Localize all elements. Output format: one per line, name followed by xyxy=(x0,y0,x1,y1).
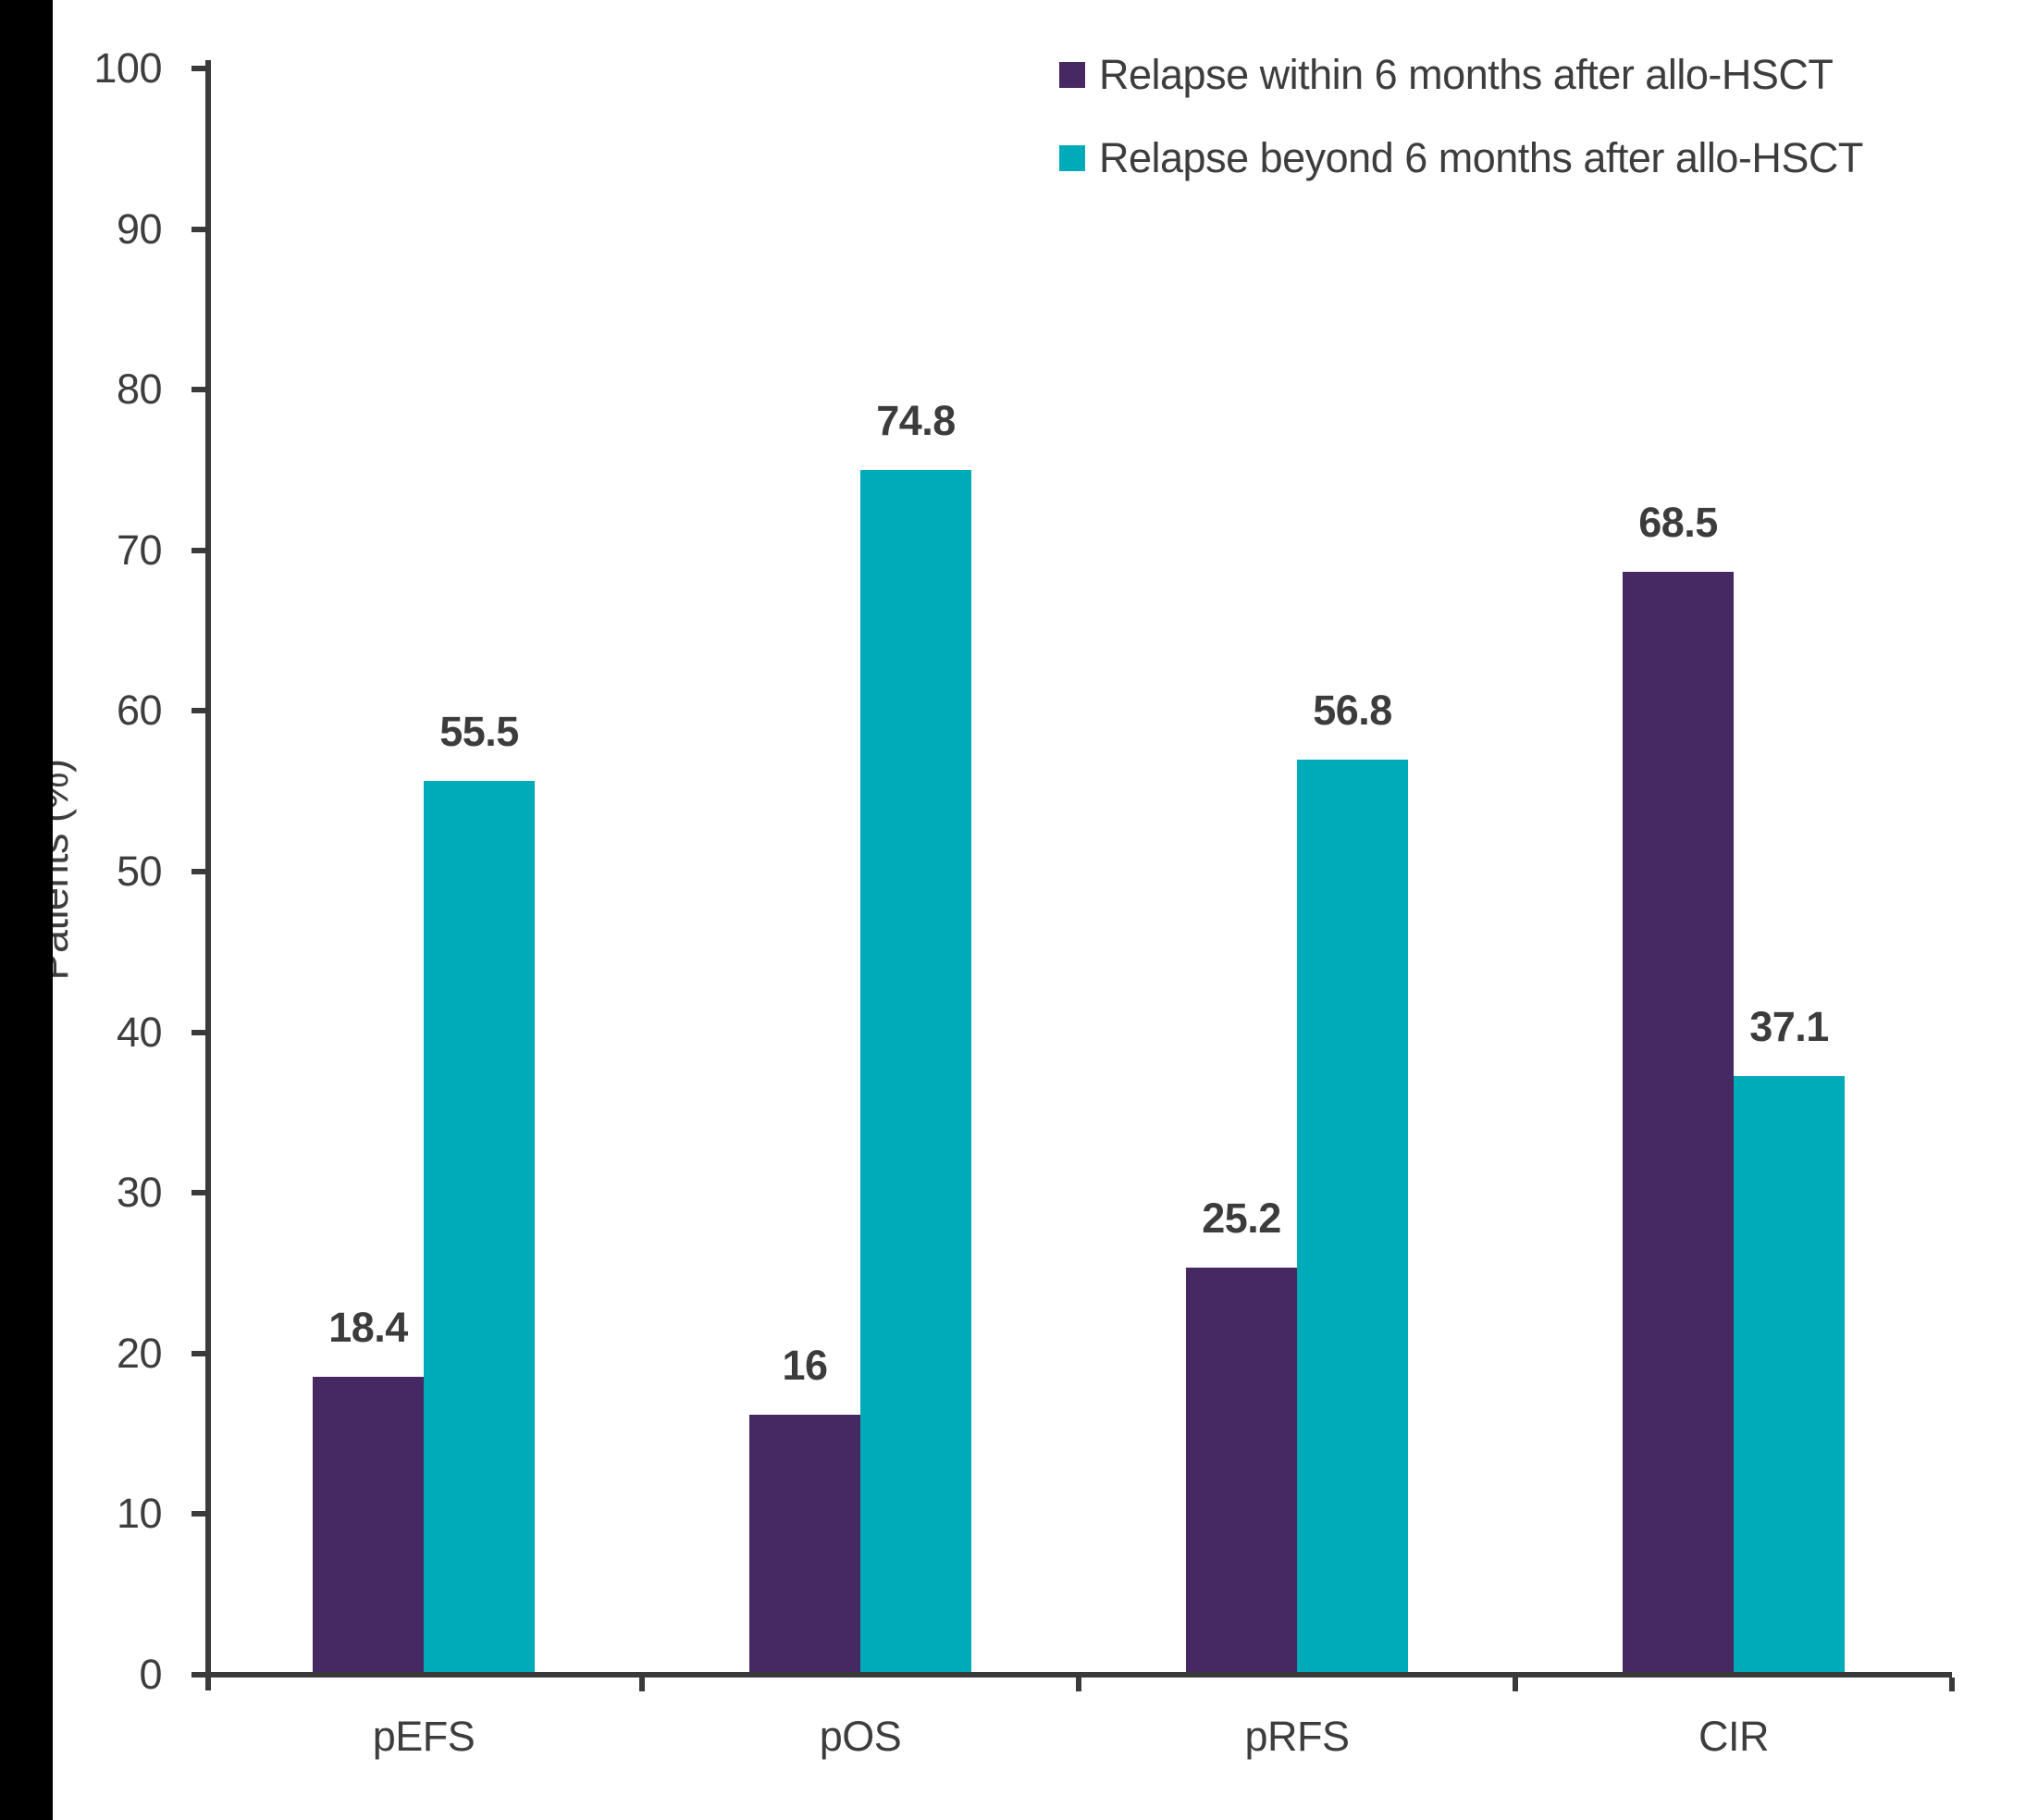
y-tick-90 xyxy=(191,226,205,232)
x-tick-1 xyxy=(639,1678,645,1691)
y-tick-label-70: 70 xyxy=(116,526,163,574)
bar-pOS-series-1 xyxy=(749,1415,860,1672)
legend-label-beyond-6-months: Relapse beyond 6 months after allo-HSCT xyxy=(1099,134,1863,181)
data-label-CIR-series-2: 37.1 xyxy=(1749,1002,1829,1050)
y-tick-100 xyxy=(191,66,205,71)
y-tick-label-50: 50 xyxy=(116,848,163,895)
y-tick-label-0: 0 xyxy=(139,1651,162,1698)
y-tick-30 xyxy=(191,1190,205,1196)
bar-pOS-series-2 xyxy=(860,470,971,1672)
legend-swatch-beyond-6-months xyxy=(1059,145,1085,171)
bar-CIR-series-2 xyxy=(1734,1075,1845,1672)
data-label-pEFS-series-2: 55.5 xyxy=(439,707,519,755)
legend: Relapse within 6 months after allo-HSCT … xyxy=(1059,51,1863,220)
x-tick-4 xyxy=(1949,1678,1955,1691)
y-tick-10 xyxy=(191,1511,205,1517)
legend-swatch-within-6-months xyxy=(1059,62,1085,88)
category-label-pRFS: pRFS xyxy=(1244,1713,1350,1760)
legend-label-within-6-months: Relapse within 6 months after allo-HSCT xyxy=(1099,51,1834,98)
y-tick-label-60: 60 xyxy=(116,687,163,735)
x-axis-line xyxy=(205,1672,1952,1678)
legend-item-within-6-months: Relapse within 6 months after allo-HSCT xyxy=(1059,51,1863,98)
data-label-pRFS-series-1: 25.2 xyxy=(1202,1194,1281,1242)
data-label-pOS-series-2: 74.8 xyxy=(876,397,956,445)
y-tick-50 xyxy=(191,869,205,874)
category-label-pOS: pOS xyxy=(819,1713,902,1760)
y-tick-label-20: 20 xyxy=(116,1329,163,1377)
data-label-pRFS-series-2: 56.8 xyxy=(1313,686,1392,734)
category-label-pEFS: pEFS xyxy=(372,1713,476,1760)
bar-pEFS-series-1 xyxy=(313,1376,424,1672)
bar-pRFS-series-2 xyxy=(1297,759,1408,1672)
y-tick-40 xyxy=(191,1029,205,1035)
y-tick-label-80: 80 xyxy=(116,365,163,414)
y-tick-70 xyxy=(191,547,205,553)
data-label-pEFS-series-1: 18.4 xyxy=(328,1303,408,1351)
bar-CIR-series-1 xyxy=(1623,571,1734,1672)
y-tick-label-40: 40 xyxy=(116,1008,163,1056)
legend-item-beyond-6-months: Relapse beyond 6 months after allo-HSCT xyxy=(1059,134,1863,181)
y-axis-line xyxy=(205,60,211,1690)
y-tick-label-100: 100 xyxy=(93,44,162,92)
x-tick-2 xyxy=(1076,1678,1081,1691)
left-border-band xyxy=(0,0,53,1820)
y-tick-0 xyxy=(191,1672,205,1678)
y-tick-20 xyxy=(191,1350,205,1356)
bar-pEFS-series-2 xyxy=(424,780,535,1672)
x-tick-3 xyxy=(1513,1678,1518,1691)
y-tick-label-10: 10 xyxy=(116,1490,163,1538)
y-tick-80 xyxy=(191,387,205,393)
bar-pRFS-series-1 xyxy=(1186,1267,1297,1672)
y-tick-60 xyxy=(191,708,205,714)
data-label-CIR-series-1: 68.5 xyxy=(1638,498,1718,546)
y-tick-label-90: 90 xyxy=(116,204,163,253)
data-label-pOS-series-1: 16 xyxy=(782,1342,828,1390)
y-tick-label-30: 30 xyxy=(116,1169,163,1217)
category-label-CIR: CIR xyxy=(1698,1713,1770,1760)
